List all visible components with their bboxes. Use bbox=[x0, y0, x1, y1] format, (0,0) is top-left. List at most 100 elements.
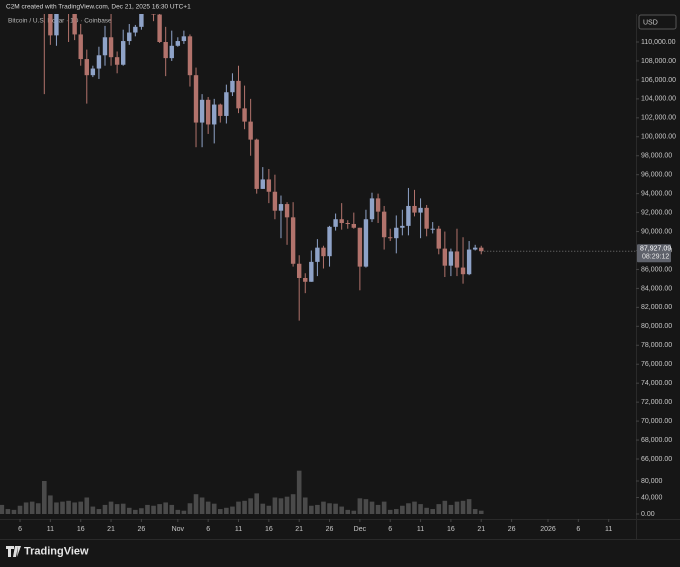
volume-bar bbox=[224, 507, 229, 514]
y-tick-label: 84,000.00 bbox=[641, 285, 672, 292]
volume-bar bbox=[199, 497, 205, 514]
volume-bar bbox=[151, 505, 156, 514]
candle-body bbox=[333, 219, 338, 227]
volume-bar bbox=[236, 501, 241, 514]
y-tick-label: 66,000.00 bbox=[641, 456, 672, 463]
y-tick-label: 110,000.00 bbox=[641, 39, 676, 46]
volume-bar bbox=[84, 497, 90, 514]
volume-bar bbox=[102, 504, 108, 514]
volume-bar bbox=[272, 497, 278, 514]
candle-body bbox=[114, 57, 120, 65]
candle-body bbox=[139, 14, 144, 27]
volume-bar bbox=[363, 499, 369, 514]
candle-body bbox=[460, 267, 466, 275]
candle-body bbox=[406, 205, 411, 226]
x-tick-label: 26 bbox=[508, 526, 516, 533]
volume-bar bbox=[387, 509, 393, 514]
x-tick-label: 6 bbox=[206, 526, 210, 533]
plot bbox=[0, 14, 484, 514]
volume-bar bbox=[418, 504, 423, 514]
volume-bar bbox=[466, 499, 472, 514]
volume-bar bbox=[345, 509, 351, 514]
y-tick-label: 86,000.00 bbox=[641, 266, 672, 273]
volume-bar bbox=[430, 509, 435, 514]
candle-body bbox=[278, 204, 284, 211]
x-tick-label: 11 bbox=[605, 526, 612, 533]
volume-bar bbox=[393, 509, 399, 514]
y-tick-label: 76,000.00 bbox=[641, 361, 672, 368]
candle-body bbox=[315, 247, 320, 262]
volume-bar bbox=[327, 503, 332, 514]
candle-body bbox=[327, 226, 332, 257]
volume-bar bbox=[11, 509, 17, 514]
volume-bar bbox=[266, 505, 272, 514]
x-tick-label: 21 bbox=[477, 526, 485, 533]
chart-title: Bitcoin / U.S. Dollar · 1D · Coinbase bbox=[8, 18, 112, 25]
brand: TradingView bbox=[24, 545, 89, 557]
last-price-label: 87,927.09 bbox=[640, 246, 671, 253]
candle-body bbox=[466, 249, 472, 275]
candle-body bbox=[339, 219, 344, 224]
candle-body bbox=[375, 198, 381, 212]
volume-bar bbox=[42, 481, 47, 514]
volume-bar bbox=[0, 504, 5, 514]
x-tick-label: 6 bbox=[576, 526, 580, 533]
x-tick-label: 11 bbox=[235, 526, 242, 533]
candle-body bbox=[78, 34, 83, 60]
candle-body bbox=[187, 36, 193, 76]
y-tick-label: 82,000.00 bbox=[641, 304, 672, 311]
volume-bar bbox=[381, 501, 387, 514]
volume-bar bbox=[157, 504, 162, 514]
y-tick-label: 68,000.00 bbox=[641, 437, 672, 444]
candle-body bbox=[296, 263, 302, 278]
volume-bar bbox=[120, 503, 126, 514]
volume-bar bbox=[181, 510, 187, 514]
volume-bar bbox=[187, 503, 193, 514]
volume-bar bbox=[400, 505, 405, 514]
candle-body bbox=[260, 179, 265, 189]
candle-body bbox=[266, 179, 272, 192]
y-tick-label: 70,000.00 bbox=[641, 418, 672, 425]
candle-body bbox=[181, 36, 187, 42]
volume-bar bbox=[442, 500, 448, 514]
x-tick-label: 21 bbox=[295, 526, 303, 533]
volume-bar bbox=[424, 507, 429, 514]
volume-bar bbox=[139, 508, 144, 514]
candle-body bbox=[96, 55, 102, 69]
x-tick-label: Nov bbox=[172, 526, 185, 533]
volume-bar bbox=[296, 470, 302, 514]
volume-bar bbox=[230, 506, 235, 514]
candle-body bbox=[272, 191, 278, 211]
currency-box[interactable] bbox=[638, 14, 677, 30]
volume-bar bbox=[163, 502, 168, 514]
y-tick-label: 98,000.00 bbox=[641, 153, 672, 160]
volume-bar bbox=[309, 505, 314, 514]
currency: USD bbox=[643, 19, 658, 26]
candle-body bbox=[448, 251, 454, 266]
volume-bar bbox=[175, 509, 181, 514]
candle-body bbox=[157, 14, 162, 43]
volume-bar bbox=[66, 500, 71, 514]
volume-bar bbox=[454, 501, 460, 514]
x-tick-label: 11 bbox=[417, 526, 424, 533]
x-tick-label: 26 bbox=[326, 526, 334, 533]
candle-body bbox=[430, 228, 435, 230]
volume-bar bbox=[284, 496, 290, 514]
candle-body bbox=[381, 211, 387, 238]
candle-body bbox=[394, 227, 399, 239]
x-tick-label: 16 bbox=[77, 526, 85, 533]
volume-bar bbox=[351, 510, 357, 514]
volume-bar bbox=[448, 504, 454, 514]
volume-bar bbox=[260, 503, 266, 514]
candle-body bbox=[151, 14, 156, 15]
y2-tick-label: 80,000 bbox=[641, 478, 663, 485]
y2-tick-label: 0.00 bbox=[641, 511, 655, 518]
candle-body bbox=[205, 99, 211, 125]
candle-body bbox=[175, 41, 181, 46]
x-tick-label: 11 bbox=[47, 526, 54, 533]
y-tick-label: 74,000.00 bbox=[641, 380, 672, 387]
volume-bar bbox=[278, 498, 284, 514]
candle-body bbox=[72, 14, 77, 35]
y-tick-label: 72,000.00 bbox=[641, 399, 672, 406]
candle-body bbox=[242, 108, 247, 122]
